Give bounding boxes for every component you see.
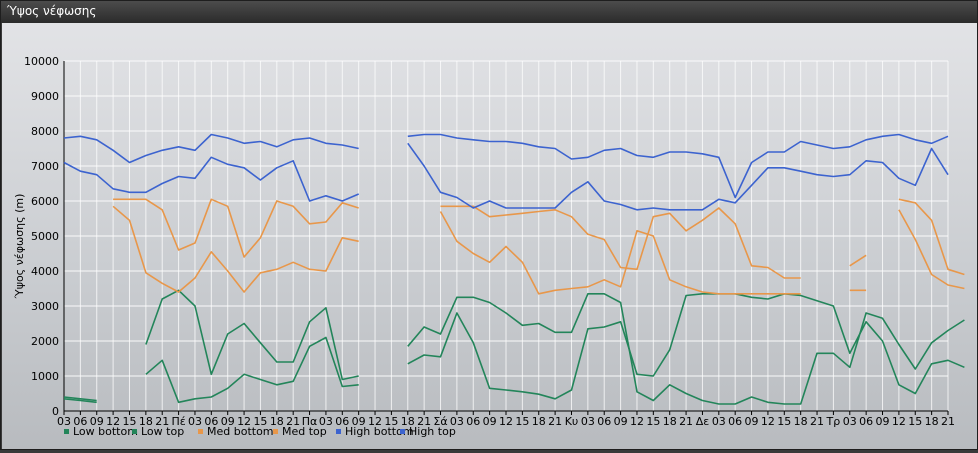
x-tick-label: 18 (401, 415, 415, 428)
legend-label-low-bottom: Low bottom (73, 425, 138, 438)
y-tick-label: 2000 (31, 335, 59, 348)
legend-swatch-low-top (132, 429, 137, 434)
y-tick-label: 8000 (31, 125, 59, 138)
x-tick-label: 03 (450, 415, 464, 428)
series-group (63, 133, 965, 405)
legend-label-med-bottom: Med bottom (207, 425, 274, 438)
cloud-height-chart: 0 1000 2000 3000 4000 5000 6000 7000 8000 9000 100… (13, 55, 965, 438)
x-tick-label: 06 (466, 415, 480, 428)
series-line-high-bottom (63, 142, 949, 211)
x-tick-label: 03 (57, 415, 71, 428)
x-tick-label: 21 (286, 415, 300, 428)
y-tick-label: 9000 (31, 90, 59, 103)
y-tick-label: 6000 (31, 195, 59, 208)
x-tick-label: 06 (728, 415, 742, 428)
x-tick-label: 21 (548, 415, 562, 428)
y-tick-label: 4000 (31, 265, 59, 278)
x-tick-label: Τρ (826, 415, 841, 428)
x-tick-label: 09 (745, 415, 759, 428)
title-bar: Ύψος νέφωσης (1, 1, 977, 23)
x-tick-label: 18 (794, 415, 808, 428)
x-tick-label: 12 (237, 415, 251, 428)
legend-swatch-med-top (273, 429, 278, 434)
x-tick-label: 21 (417, 415, 431, 428)
window-title: Ύψος νέφωσης (7, 4, 97, 18)
y-tick-label: 1000 (31, 370, 59, 383)
series-line-low-bottom (63, 293, 965, 404)
legend-swatch-high-bottom (336, 429, 341, 434)
x-tick-label: 09 (352, 415, 366, 428)
x-tick-label: 18 (925, 415, 939, 428)
x-tick-label: 21 (810, 415, 824, 428)
x-tick-label: 15 (777, 415, 791, 428)
x-tick-label: 06 (335, 415, 349, 428)
x-tick-label: 09 (614, 415, 628, 428)
x-tick-label: 03 (581, 415, 595, 428)
legend: Low bottom Low top Med bottom Med top High b… (64, 425, 456, 438)
x-tick-label: 15 (122, 415, 136, 428)
legend-label-high-bottom: High bottom (345, 425, 414, 438)
y-axis-label: Ύψος νέφωσης (m) (13, 194, 26, 300)
x-tick-label: 12 (106, 415, 120, 428)
x-tick-label: 06 (204, 415, 218, 428)
x-tick-label: 03 (843, 415, 857, 428)
x-tick-label: 09 (876, 415, 890, 428)
legend-label-high-top: High top (409, 425, 456, 438)
x-tick-label: 09 (90, 415, 104, 428)
x-tick-label: 06 (597, 415, 611, 428)
y-tick-label: 5000 (31, 230, 59, 243)
series-line-med-bottom (112, 205, 965, 295)
y-tick-label: 0 (52, 405, 59, 418)
x-tick-label: 12 (761, 415, 775, 428)
x-tick-label: 21 (679, 415, 693, 428)
series-line-high-top (63, 133, 949, 199)
legend-label-med-top: Med top (282, 425, 327, 438)
x-tick-label: 18 (532, 415, 546, 428)
x-tick-label: 15 (646, 415, 660, 428)
y-tick-label: 10000 (24, 55, 59, 68)
x-tick-label: 15 (908, 415, 922, 428)
x-tick-label: 03 (712, 415, 726, 428)
x-tick-label: Κυ (565, 415, 579, 428)
x-tick-label: 18 (139, 415, 153, 428)
x-tick-label: 18 (270, 415, 284, 428)
legend-label-low-top: Low top (141, 425, 184, 438)
x-tick-label: 15 (253, 415, 267, 428)
series-line-med-top (113, 198, 965, 279)
x-tick-label: 12 (499, 415, 513, 428)
legend-swatch-med-bottom (198, 429, 203, 434)
legend-swatch-high-top (400, 429, 405, 434)
x-tick-label: 03 (319, 415, 333, 428)
x-tick-label: 15 (384, 415, 398, 428)
x-tick-label: 12 (630, 415, 644, 428)
x-tick-label: 21 (941, 415, 955, 428)
chart-panel: 0 1000 2000 3000 4000 5000 6000 7000 8000 9000 100… (2, 23, 977, 449)
x-tick-label: Πα (302, 415, 318, 428)
y-axis: 0 1000 2000 3000 4000 5000 6000 7000 8000 9000 100… (24, 55, 65, 418)
legend-swatch-low-bottom (64, 429, 69, 434)
x-tick-label: 06 (73, 415, 87, 428)
x-tick-label: 21 (155, 415, 169, 428)
y-tick-label: 3000 (31, 300, 59, 313)
x-axis: 03 06 09 12 15 18 21 Πέ 03 06 09 12 15 18 21 Πα 03 06 09 12… (57, 410, 955, 428)
y-tick-label: 7000 (31, 160, 59, 173)
x-tick-label: 06 (859, 415, 873, 428)
x-tick-label: 12 (892, 415, 906, 428)
x-tick-label: 03 (188, 415, 202, 428)
x-tick-label: 09 (483, 415, 497, 428)
x-tick-label: 18 (663, 415, 677, 428)
x-tick-label: 12 (368, 415, 382, 428)
x-tick-label: 09 (221, 415, 235, 428)
x-tick-label: Δε (696, 415, 710, 428)
series-line-low-top (63, 289, 965, 405)
x-tick-label: 15 (515, 415, 529, 428)
x-tick-label: Σά (433, 415, 447, 428)
x-tick-label: Πέ (171, 415, 185, 428)
